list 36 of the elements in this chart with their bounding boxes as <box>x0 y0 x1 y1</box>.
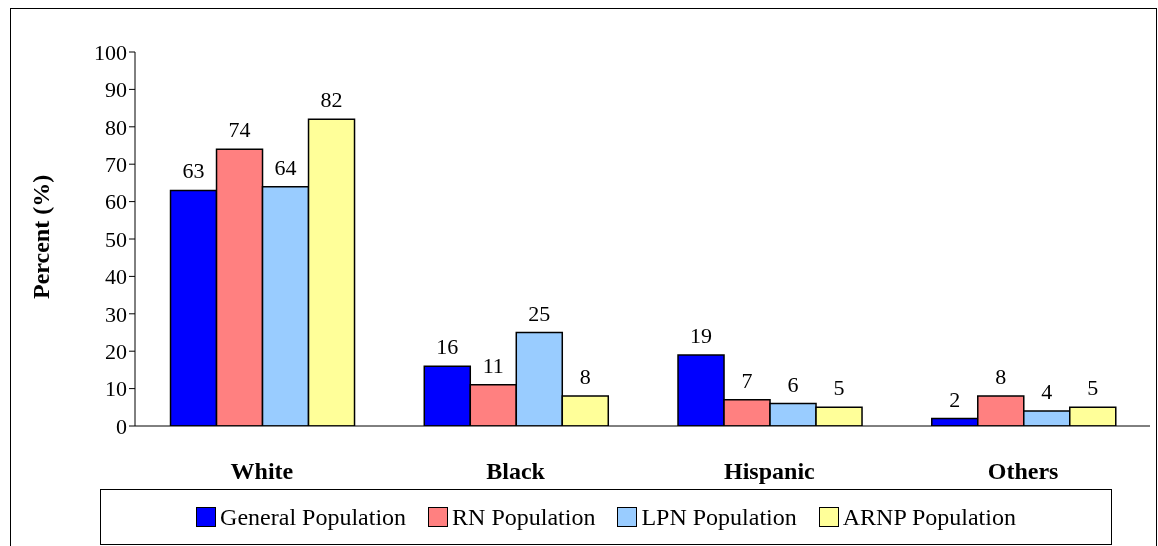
data-label: 6 <box>787 371 799 397</box>
data-label: 63 <box>182 158 205 184</box>
y-tick-label: 60 <box>105 189 127 215</box>
data-label: 8 <box>579 364 591 390</box>
data-label: 5 <box>1087 375 1099 401</box>
legend-label: RN Population <box>452 503 596 531</box>
data-label: 8 <box>995 364 1007 390</box>
y-tick-label: 0 <box>116 413 127 439</box>
y-tick-label: 10 <box>105 376 127 402</box>
data-label: 16 <box>436 334 459 360</box>
x-tick-label: Black <box>486 458 546 485</box>
legend-label: LPN Population <box>641 503 797 531</box>
data-label: 5 <box>833 375 845 401</box>
legend-label: ARNP Population <box>842 503 1016 531</box>
y-tick-label: 40 <box>105 264 127 290</box>
data-label: 64 <box>274 154 297 180</box>
x-tick-label: White <box>230 458 294 485</box>
data-label: 25 <box>528 300 551 326</box>
data-label: 2 <box>949 386 961 412</box>
data-label: 19 <box>690 322 713 348</box>
data-label: 11 <box>482 352 504 378</box>
y-tick-label: 20 <box>105 339 127 365</box>
data-label: 4 <box>1041 379 1053 405</box>
legend-label: General Population <box>220 503 407 531</box>
y-tick-label: 80 <box>105 114 127 140</box>
y-tick-label: 100 <box>94 39 127 65</box>
y-tick-label: 70 <box>105 152 127 178</box>
data-label: 7 <box>741 367 753 393</box>
y-tick-label: 30 <box>105 301 127 327</box>
x-tick-label: Hispanic <box>724 458 816 485</box>
y-axis-title: Percent (%) <box>27 174 54 299</box>
y-tick-label: 50 <box>105 226 127 252</box>
data-label: 74 <box>228 117 251 143</box>
y-tick-label: 90 <box>105 77 127 103</box>
x-tick-label: Others <box>987 458 1059 485</box>
data-label: 82 <box>320 87 343 113</box>
